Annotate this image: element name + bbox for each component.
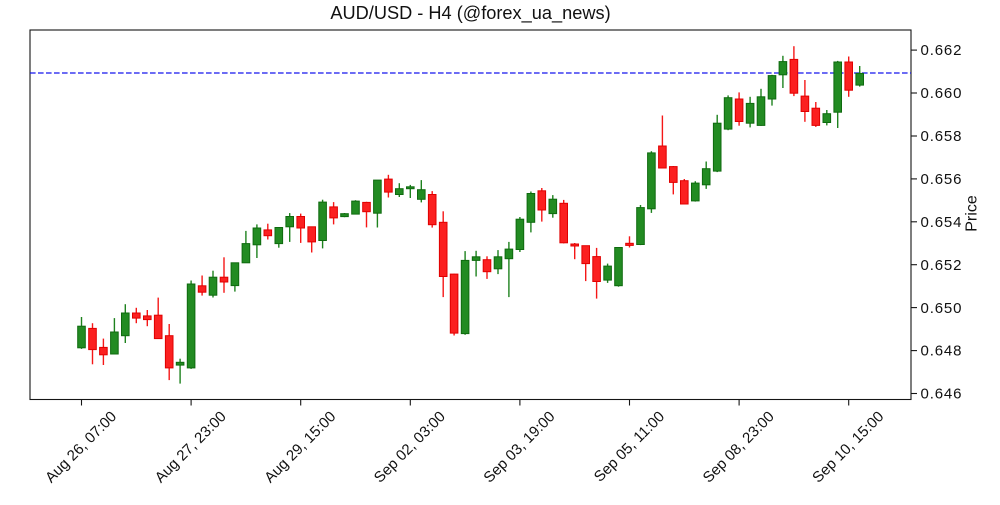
svg-text:Aug 29, 15:00: Aug 29, 15:00 (261, 408, 339, 486)
svg-text:0.646: 0.646 (921, 386, 963, 403)
svg-text:Sep 03, 19:00: Sep 03, 19:00 (480, 408, 558, 486)
svg-text:0.660: 0.660 (921, 85, 963, 102)
svg-text:Sep 05, 11:00: Sep 05, 11:00 (591, 408, 668, 485)
svg-text:Sep 10, 15:00: Sep 10, 15:00 (809, 408, 887, 486)
svg-text:Aug 26, 07:00: Aug 26, 07:00 (42, 408, 120, 486)
svg-text:Sep 08, 23:00: Sep 08, 23:00 (700, 408, 778, 486)
svg-text:Sep 02, 03:00: Sep 02, 03:00 (371, 408, 449, 486)
svg-text:0.662: 0.662 (921, 42, 963, 59)
svg-text:0.650: 0.650 (921, 300, 963, 317)
svg-text:0.658: 0.658 (921, 128, 963, 145)
svg-text:Price: Price (964, 195, 981, 232)
svg-text:0.652: 0.652 (921, 257, 963, 274)
svg-text:0.656: 0.656 (921, 171, 963, 188)
svg-text:0.654: 0.654 (921, 214, 963, 231)
svg-text:AUD/USD - H4 (@forex_ua_news): AUD/USD - H4 (@forex_ua_news) (330, 3, 610, 24)
svg-text:0.648: 0.648 (921, 343, 963, 360)
svg-text:Aug 27, 23:00: Aug 27, 23:00 (152, 408, 230, 486)
